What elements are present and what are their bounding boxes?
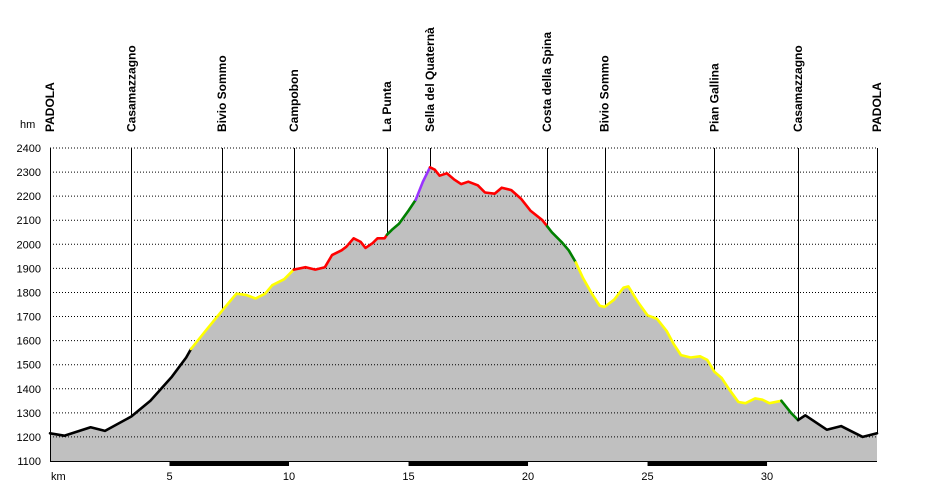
waypoint-label-6: Costa della Spina [540, 32, 554, 132]
km-bar-5 [169, 462, 290, 466]
y-tick-label-1500: 1500 [17, 360, 41, 372]
profile-segment-4 [414, 166, 432, 202]
profile-segment-6 [545, 225, 578, 264]
x-tick-label-30: 30 [761, 471, 773, 483]
x-tick-label-15: 15 [402, 471, 414, 483]
profile-segment-9 [796, 414, 879, 439]
waypoint-label-3: Campobon [287, 69, 301, 132]
waypoint-label-4: La Punta [380, 81, 394, 132]
profile-segment-0 [48, 347, 193, 437]
profile-segment-1 [189, 268, 296, 351]
y-tick-label-1800: 1800 [17, 287, 41, 299]
y-tick-labels: 1100 1200 1300 1400 1500 1600 1700 1800 1900 2000… [17, 143, 41, 468]
profile-segment-3 [385, 198, 417, 236]
y-tick-label-2300: 2300 [17, 167, 41, 179]
profile-segment-7 [574, 261, 783, 405]
x-tick-labels: 5 10 15 20 25 30 [166, 471, 773, 483]
waypoint-labels: PADOLA Casamazzagno Bivio Sommo Campobon La … [43, 27, 884, 132]
y-tick-label-1400: 1400 [17, 384, 41, 396]
profile-area [50, 167, 877, 462]
x-tick-label-20: 20 [522, 471, 534, 483]
profile-segments [48, 166, 879, 439]
waypoint-label-2: Bivio Sommo [215, 55, 229, 132]
profile-segment-5 [428, 166, 549, 228]
x-tick-label-10: 10 [283, 471, 295, 483]
profile-segment-2 [292, 233, 389, 271]
y-tick-label-2100: 2100 [17, 215, 41, 227]
y-tick-label-1600: 1600 [17, 336, 41, 348]
y-tick-label-2400: 2400 [17, 143, 41, 155]
waypoint-label-1: Casamazzagno [124, 45, 138, 132]
profile-segment-8 [780, 399, 800, 422]
axes [50, 148, 877, 466]
waypoint-label-0: PADOLA [43, 82, 57, 132]
waypoint-label-5: Sella del Quaternà [423, 27, 437, 132]
waypoint-label-8: Pian Gallina [707, 63, 721, 132]
km-bar-15 [408, 462, 529, 466]
waypoint-label-9: Casamazzagno [791, 45, 805, 132]
waypoint-label-10: PADOLA [870, 82, 884, 132]
y-tick-label-2000: 2000 [17, 239, 41, 251]
x-tick-label-5: 5 [166, 471, 172, 483]
x-axis-unit-label: km [51, 471, 66, 483]
y-tick-label-2200: 2200 [17, 191, 41, 203]
y-axis-unit-label: hm [20, 119, 35, 131]
y-tick-label-1200: 1200 [17, 432, 41, 444]
profile-area-layer [50, 167, 877, 462]
x-tick-label-25: 25 [641, 471, 653, 483]
waypoint-label-7: Bivio Sommo [598, 55, 612, 132]
y-tick-label-1300: 1300 [17, 408, 41, 420]
y-tick-label-1900: 1900 [17, 263, 41, 275]
km-bar-25 [647, 462, 768, 466]
y-tick-label-1700: 1700 [17, 312, 41, 324]
y-tick-label-1100: 1100 [17, 456, 41, 468]
